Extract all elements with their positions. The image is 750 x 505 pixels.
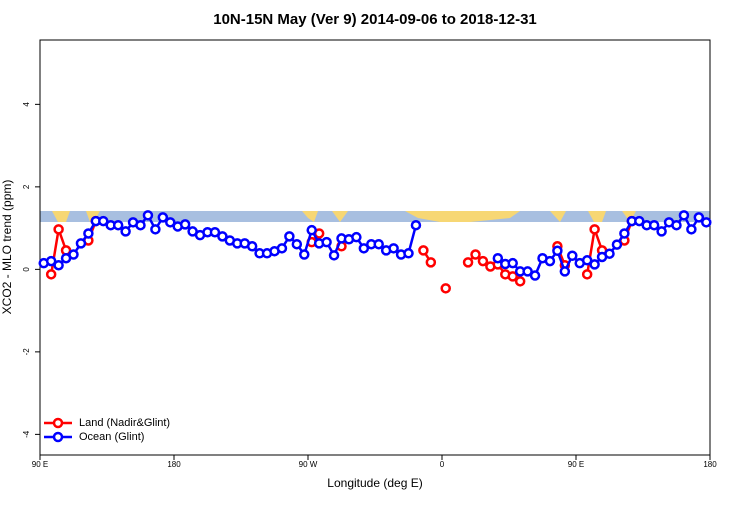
data-point (544, 255, 556, 267)
legend: Land (Nadir&Glint) Ocean (Glint) (44, 417, 170, 443)
x-axis-label: Longitude (deg E) (327, 476, 422, 490)
mask-band (40, 211, 710, 222)
data-point (291, 238, 303, 250)
data-point (165, 217, 176, 228)
data-point (351, 231, 362, 243)
land-patch (550, 211, 566, 222)
data-point (157, 212, 169, 223)
data-point (529, 270, 541, 281)
data-point (440, 283, 451, 294)
data-point (507, 271, 518, 282)
data-point (671, 219, 682, 231)
data-point (98, 215, 109, 227)
y-tick-label: -4 (22, 430, 31, 438)
data-point (358, 243, 370, 254)
land-patch (302, 211, 318, 222)
land-patch (86, 211, 100, 222)
chart-title: 10N-15N May (Ver 9) 2014-09-06 to 2018-1… (213, 11, 537, 28)
data-point (581, 269, 593, 280)
data-point (142, 210, 154, 221)
data-point (306, 224, 317, 236)
data-point (514, 276, 526, 287)
data-point (611, 239, 623, 250)
land-mask (40, 211, 710, 222)
x-tick-label: 90 E (568, 460, 584, 469)
x-tick-label: 90 W (299, 460, 318, 469)
y-tick-label: 4 (22, 102, 31, 107)
legend-label: Ocean (Glint) (79, 431, 144, 443)
legend-marker (52, 431, 64, 443)
data-point (581, 255, 593, 266)
data-point (179, 219, 191, 230)
data-point (477, 255, 489, 267)
data-point (634, 215, 645, 227)
data-point (120, 226, 131, 237)
data-point (522, 266, 533, 277)
x-tick-label: 180 (167, 460, 181, 469)
land-patch (405, 211, 520, 222)
y-tick-label: -2 (22, 348, 31, 356)
data-point (686, 224, 697, 235)
land-patch (622, 211, 636, 222)
data-point (373, 238, 384, 250)
data-point (75, 238, 87, 249)
data-point (246, 241, 258, 252)
data-point (418, 245, 429, 256)
data-point (83, 228, 94, 239)
data-point (693, 212, 705, 223)
data-point (328, 250, 340, 261)
data-point (589, 259, 600, 270)
data-point (589, 224, 600, 235)
data-point (53, 224, 64, 235)
y-axis-label: XCO2 - MLO trend (ppm) (0, 180, 14, 315)
data-point (462, 257, 474, 268)
land-patch (52, 211, 70, 222)
data-point (209, 226, 221, 238)
data-point (559, 266, 571, 277)
data-point (701, 217, 712, 228)
data-point (678, 210, 690, 221)
data-point (276, 243, 288, 254)
data-point (648, 219, 660, 231)
land-patch (588, 211, 606, 222)
data-point (567, 250, 578, 262)
data-point (552, 245, 563, 257)
data-point (53, 259, 64, 271)
land-patch (332, 211, 348, 222)
data-point (470, 249, 481, 260)
y-tick-label: 2 (22, 184, 31, 189)
legend-marker (52, 417, 64, 429)
data-point (299, 249, 310, 260)
data-point (45, 255, 57, 267)
data-point (656, 226, 667, 237)
data-point (403, 248, 414, 259)
data-point (321, 236, 332, 248)
data-point (150, 224, 161, 235)
data-point (388, 243, 399, 254)
data-point (507, 257, 518, 269)
data-point (410, 219, 422, 231)
data-point (112, 219, 124, 231)
data-point (284, 231, 295, 242)
data-point (45, 269, 57, 280)
data-point (492, 252, 504, 264)
x-tick-label: 180 (703, 460, 717, 469)
y-tick-label: 0 (22, 267, 31, 272)
data-point (135, 219, 146, 231)
legend-label: Land (Nadir&Glint) (79, 417, 170, 429)
plot-frame (39, 39, 711, 456)
data-point (604, 248, 615, 259)
data-point (619, 228, 630, 239)
x-tick-label: 0 (440, 460, 445, 469)
data-point (68, 249, 79, 260)
data-point (217, 231, 228, 242)
data-point (425, 257, 437, 268)
x-tick-label: 90 E (32, 460, 48, 469)
